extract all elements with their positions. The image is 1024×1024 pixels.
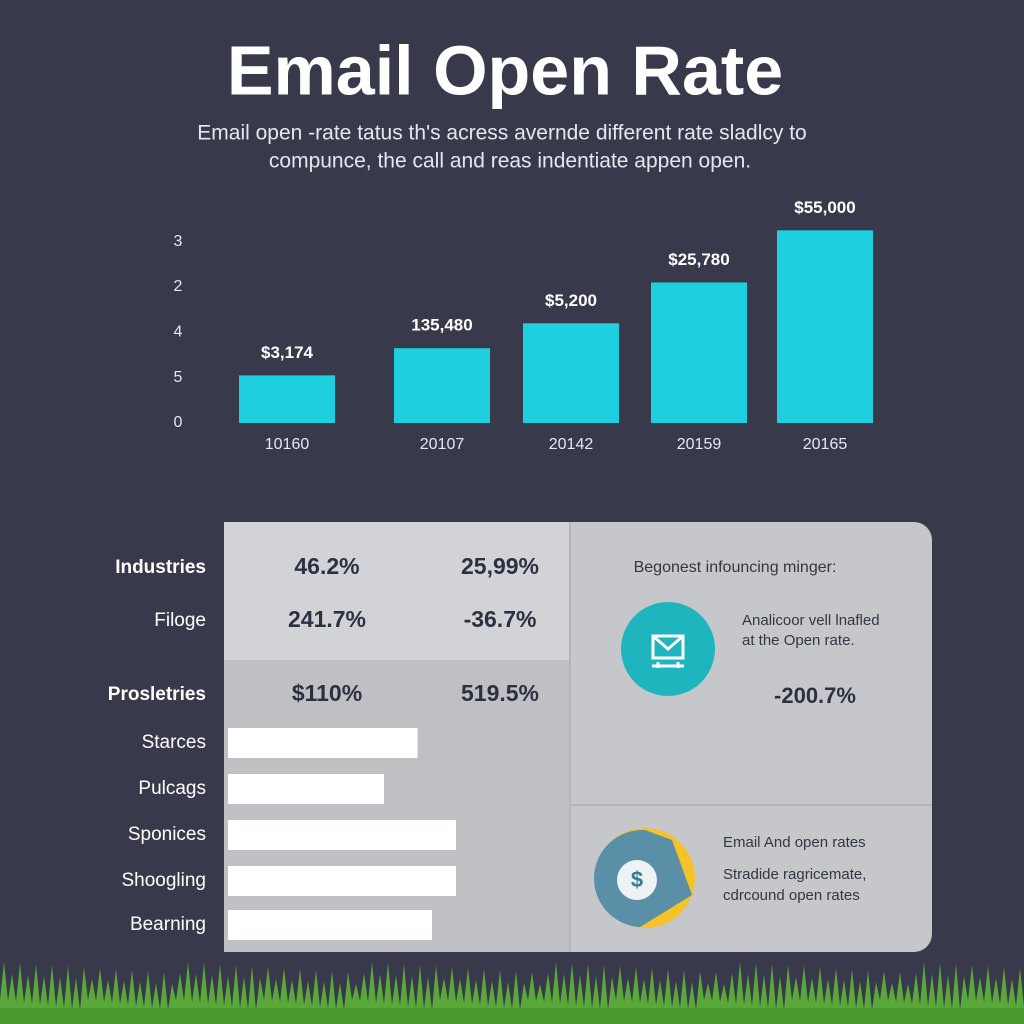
table-cell: 519.5%	[461, 680, 539, 706]
y-tick-label: 2	[174, 278, 183, 295]
x-tick-label: 20159	[677, 436, 722, 453]
panel-value: -200.7%	[774, 683, 856, 708]
hbar	[228, 866, 456, 896]
table-cell: 241.7%	[288, 606, 366, 632]
panel-text: Analicoor vell lnafled	[742, 612, 880, 629]
bar	[523, 323, 619, 423]
bar	[239, 375, 335, 423]
subtitle: Email open -rate tatus th's acress avern…	[197, 122, 806, 145]
row-label: Pulcags	[138, 778, 206, 799]
hbar	[228, 774, 384, 804]
panel-heading: Begonest infouncing minger:	[634, 559, 837, 576]
hbar	[228, 910, 432, 940]
icon: $	[631, 867, 643, 892]
icon	[617, 860, 657, 900]
table-cell: 46.2%	[294, 553, 359, 579]
panel-text: at the Open rate.	[742, 632, 855, 649]
hbar	[228, 728, 418, 758]
bar	[777, 230, 873, 423]
bar-annotation: $5,200	[545, 291, 597, 310]
x-tick-label: 20107	[420, 436, 465, 453]
panel-cell	[224, 660, 570, 952]
row-label: Bearning	[130, 914, 206, 935]
y-tick-label: 5	[174, 369, 183, 386]
bar-annotation: $25,780	[668, 250, 729, 269]
bar-annotation: $55,000	[794, 198, 855, 217]
bar-annotation: 135,480	[411, 316, 472, 335]
row-label: Starces	[142, 732, 206, 753]
x-tick-label: 20142	[549, 436, 594, 453]
panel-heading: Email And open rates	[723, 834, 866, 851]
panel-text: cdrcound open rates	[723, 887, 860, 904]
icon	[652, 634, 684, 668]
bar	[394, 348, 490, 423]
bar-annotation: $3,174	[261, 343, 314, 362]
row-header: Industries	[115, 557, 206, 578]
x-tick-label: 20165	[803, 436, 848, 453]
y-tick-label: 3	[174, 233, 183, 250]
bar	[651, 282, 747, 423]
table-cell: $110%	[292, 680, 362, 706]
row-header: Prosletries	[108, 684, 206, 705]
table-cell: -36.7%	[464, 606, 537, 632]
table-cell: 25,99%	[461, 553, 539, 579]
y-tick-label: 0	[174, 414, 183, 431]
x-tick-label: 10160	[265, 436, 310, 453]
row-label: Shoogling	[121, 870, 206, 891]
subtitle: compunce, the call and reas indentiate a…	[269, 150, 751, 173]
panel-text: Stradide ragricemate,	[723, 866, 866, 883]
hbar	[228, 820, 456, 850]
row-label: Sponices	[128, 824, 206, 845]
y-tick-label: 4	[174, 324, 183, 341]
panel-cell	[224, 522, 570, 660]
row-header: Filoge	[154, 610, 206, 631]
title: Email Open Rate	[227, 31, 783, 109]
grass	[0, 1008, 1024, 1024]
icon	[651, 634, 685, 660]
